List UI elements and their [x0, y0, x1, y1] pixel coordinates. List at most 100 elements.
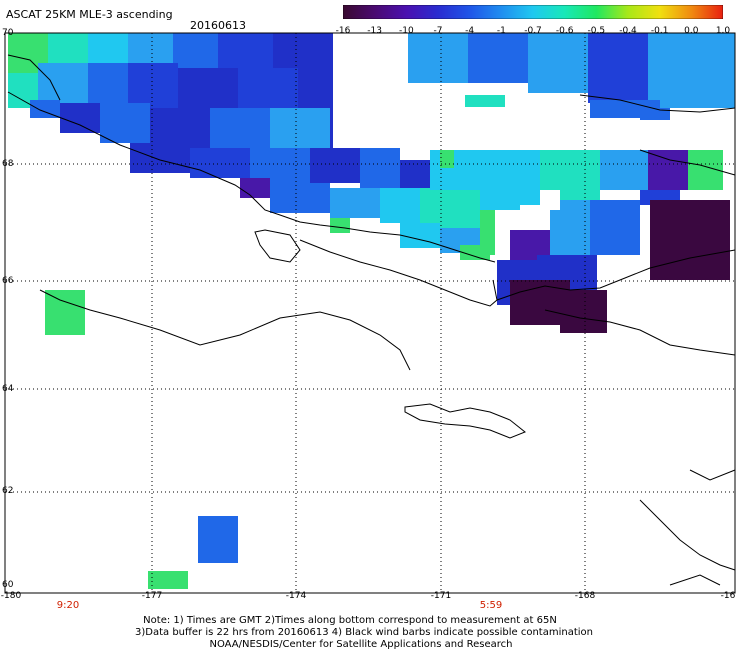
note-line-1: Note: 1) Times are GMT 2)Times along bot… [143, 615, 557, 626]
wind-cell [400, 223, 440, 248]
wind-cell [440, 150, 454, 168]
colorbar-tick-label: 1.0 [715, 26, 731, 36]
colorbar-tick-label: 0.0 [684, 26, 699, 36]
colorbar-tick-label: -0.5 [587, 26, 606, 36]
wind-cell [210, 108, 270, 148]
coastline-segment [496, 249, 736, 301]
lon-label-177: -177 [141, 591, 163, 601]
wind-cell [648, 33, 735, 108]
wind-cell [400, 160, 430, 190]
coastline-segment [639, 149, 736, 176]
lat-label-60: 60 [2, 580, 14, 590]
lat-lon-grid [5, 33, 735, 593]
wind-cell [465, 95, 505, 107]
wind-cell [560, 290, 607, 333]
lon-label-168: -168 [574, 591, 596, 601]
lat-label-66: 66 [2, 276, 14, 286]
wind-cell [380, 188, 420, 223]
wind-cell [270, 183, 330, 213]
wind-cell [360, 148, 400, 188]
time-label-right: 5:59 [479, 600, 503, 611]
wind-cell [238, 68, 298, 108]
wind-cell [330, 218, 350, 233]
wind-cell [60, 103, 100, 133]
note-line-3: NOAA/NESDIS/Center for Satellite Applica… [209, 639, 513, 650]
wind-cell [148, 571, 188, 589]
coastline-segment [299, 239, 498, 307]
coastline-segment [579, 94, 736, 113]
colorbar [343, 5, 723, 19]
wind-cell [38, 63, 88, 103]
colorbar-tick-label: -0.4 [619, 26, 637, 36]
wind-cell [408, 33, 468, 83]
colorbar-tick-label: -1 [496, 26, 506, 36]
colorbar-tick-label: -7 [433, 26, 443, 36]
wind-cell [130, 143, 190, 173]
note-line-2: 3)Data buffer is 22 hrs from 20160613 4)… [135, 627, 593, 638]
colorbar-tick-label: -0.6 [555, 26, 574, 36]
wind-cell [88, 33, 128, 63]
colorbar-tick-label: -0.1 [650, 26, 669, 36]
wind-cell [173, 33, 218, 68]
coastline [7, 54, 736, 586]
lon-label-174: -174 [285, 591, 307, 601]
lon-label-16: -16 [720, 591, 736, 601]
colorbar-tick-label: -10 [398, 26, 414, 36]
lat-label-68: 68 [2, 159, 14, 169]
wind-cell [640, 108, 670, 120]
wind-cell [600, 150, 650, 190]
wind-cell [480, 210, 495, 255]
title: ASCAT 25KM MLE-3 ascending [6, 8, 173, 21]
wind-cell [240, 178, 270, 198]
date-label: 20160613 [190, 19, 246, 32]
coastline-segment [639, 499, 736, 571]
wind-cell [30, 100, 60, 118]
wind-cell [250, 148, 310, 183]
wind-cell [100, 103, 150, 143]
coastline-segment [7, 91, 496, 263]
coastline-segment [404, 403, 526, 439]
colorbar-tick-label: -16 [335, 26, 351, 36]
colorbar-tick-label: -13 [367, 26, 383, 36]
lon-label-180: -180 [0, 591, 22, 601]
wind-cell [88, 63, 128, 103]
wind-cell [218, 33, 273, 68]
wind-cell [650, 200, 730, 280]
wind-cell [310, 148, 360, 183]
colorbar-gradient [343, 5, 723, 19]
lat-label-64: 64 [2, 384, 14, 394]
coastline-segment [544, 309, 736, 356]
coastline-segment [254, 229, 301, 263]
coastline-segment [7, 54, 61, 101]
wind-cell [48, 33, 88, 63]
wind-cell [198, 516, 238, 563]
coastline-segment [689, 469, 736, 481]
map-frame [4, 32, 736, 594]
wind-cell [178, 68, 238, 108]
wind-cell [150, 108, 210, 148]
wind-cell [273, 33, 333, 68]
wind-cell [480, 150, 540, 210]
coastline-segment [39, 289, 411, 371]
wind-cell [420, 188, 480, 228]
colorbar-labels: -16 -13 -10 -7 -4 -1 -0.7 -0.6 -0.5 -0.4 -0.1 0.0 1.… [330, 26, 731, 38]
time-label-left: 9:20 [56, 600, 80, 611]
wind-cell [430, 150, 480, 190]
no-data-gap [333, 33, 408, 148]
colorbar-tick-label: -0.7 [524, 26, 542, 36]
coastline-segment [669, 574, 721, 586]
wind-cell [270, 108, 330, 148]
wind-cell [468, 33, 528, 83]
lat-label-70: 70 [2, 28, 14, 38]
colorbar-tick-label: -4 [465, 26, 475, 36]
wind-cell [528, 33, 588, 93]
no-data-gap [520, 205, 550, 230]
wind-cell [190, 148, 250, 178]
lat-label-62: 62 [2, 486, 14, 496]
lon-label-171: -171 [430, 591, 452, 601]
wind-cell [588, 33, 648, 103]
wind-cell [330, 188, 380, 218]
wind-cell [128, 33, 173, 63]
wind-swath [8, 33, 735, 589]
